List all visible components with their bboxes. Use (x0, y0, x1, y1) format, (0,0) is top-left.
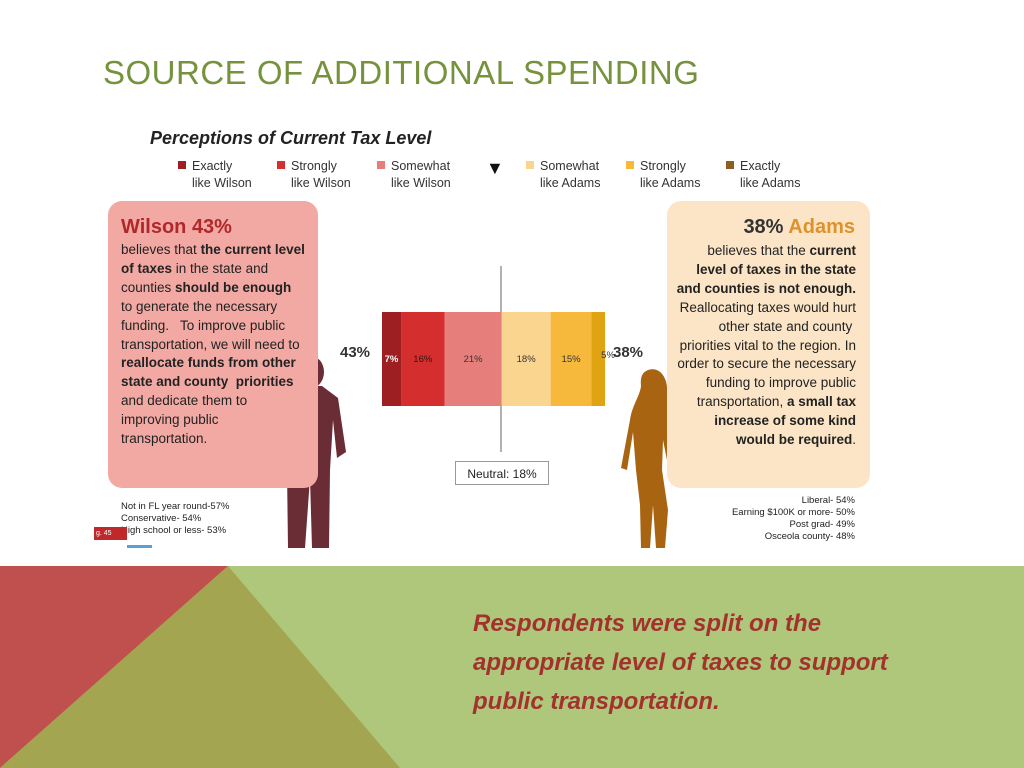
legend-swatch (526, 161, 534, 169)
legend-label: Strongly (291, 159, 337, 173)
wilson-stats: Not in FL year round-57% Conservative- 5… (121, 501, 229, 537)
adams-total-label: 38% (613, 344, 644, 361)
bar-segment-4 (501, 312, 551, 406)
legend-swatch (626, 161, 634, 169)
legend-label: Somewhat (540, 159, 600, 173)
legend-swatch (277, 161, 285, 169)
neutral-label: Neutral: 18% (455, 461, 549, 485)
legend-label: like Adams (540, 176, 601, 190)
bar-value-label: 16% (413, 354, 433, 365)
neutral-marker-icon: ▼ (486, 158, 504, 178)
bar-value-label: 21% (464, 354, 484, 365)
chart-title: Perceptions of Current Tax Level (150, 128, 432, 148)
adams-heading: 38% Adams (743, 216, 855, 239)
legend-swatch (178, 161, 186, 169)
adams-stats: Liberal- 54% Earning $100K or more- 50% … (732, 495, 855, 543)
bar-segment-3 (444, 312, 502, 406)
stat-line: Liberal- 54% (801, 495, 855, 506)
olive-triangle (0, 566, 400, 768)
wilson-heading: Wilson 43% (121, 216, 232, 239)
bar-value-label: 18% (517, 354, 537, 365)
stat-line: Earning $100K or more- 50% (731, 507, 855, 518)
mini-bar-fragment: g. 45 (94, 527, 127, 540)
mini-blue-fragment (127, 545, 152, 548)
wilson-name: Wilson (121, 216, 187, 238)
legend-item-strongly-wilson: Strongly like Wilson (277, 158, 351, 192)
bar-series: 7% 16% 21% 18% 15% 5% (382, 312, 615, 406)
legend-label: like Wilson (391, 176, 451, 190)
legend-label: like Wilson (192, 176, 252, 190)
legend-label: Exactly (740, 159, 781, 173)
wilson-total-label: 43% (340, 344, 371, 361)
legend-label: Somewhat (391, 159, 451, 173)
legend-item-exactly-adams: Exactly like Adams (726, 158, 800, 192)
adams-silhouette-icon (621, 369, 676, 548)
bar-segment-5 (550, 312, 592, 406)
bar-segment-2 (401, 312, 445, 406)
stat-line: Osceola county- 48% (764, 531, 855, 542)
stat-line: Post grad- 49% (789, 519, 855, 530)
wilson-panel (108, 201, 318, 488)
legend-swatch (726, 161, 734, 169)
legend-label: like Adams (640, 176, 701, 190)
wilson-percent: 43% (191, 216, 232, 238)
legend-label: Strongly (640, 159, 686, 173)
legend-item-somewhat-wilson: Somewhat like Wilson (377, 158, 451, 192)
legend-item-strongly-adams: Strongly like Adams (626, 158, 700, 192)
stat-line: High school or less- 53% (121, 525, 227, 536)
slide-caption: Respondents were split on the appropriat… (473, 610, 888, 715)
bar-segment-6 (591, 312, 606, 406)
bar-segment-1 (382, 312, 402, 406)
wilson-description: believes that the current level of taxes… (121, 242, 305, 447)
adams-panel (667, 201, 870, 488)
legend-label: Exactly (192, 159, 233, 173)
legend-item-exactly-wilson: Exactly like Wilson (178, 158, 252, 192)
bar-value-label: 5% (601, 350, 615, 361)
adams-percent: 38% (743, 216, 784, 238)
legend-label: like Adams (740, 176, 801, 190)
legend-item-somewhat-adams: Somewhat like Adams (526, 158, 600, 192)
stat-line: Conservative- 54% (121, 513, 202, 524)
legend-label: like Wilson (291, 176, 351, 190)
bar-value-label: 7% (385, 354, 399, 365)
adams-name: Adams (788, 216, 855, 238)
legend-swatch (377, 161, 385, 169)
stat-line: Not in FL year round-57% (121, 501, 230, 512)
slide-title: SOURCE OF ADDITIONAL SPENDING (103, 54, 700, 91)
bar-value-label: 15% (562, 354, 582, 365)
adams-description: believes that the current level of taxes… (676, 243, 856, 448)
